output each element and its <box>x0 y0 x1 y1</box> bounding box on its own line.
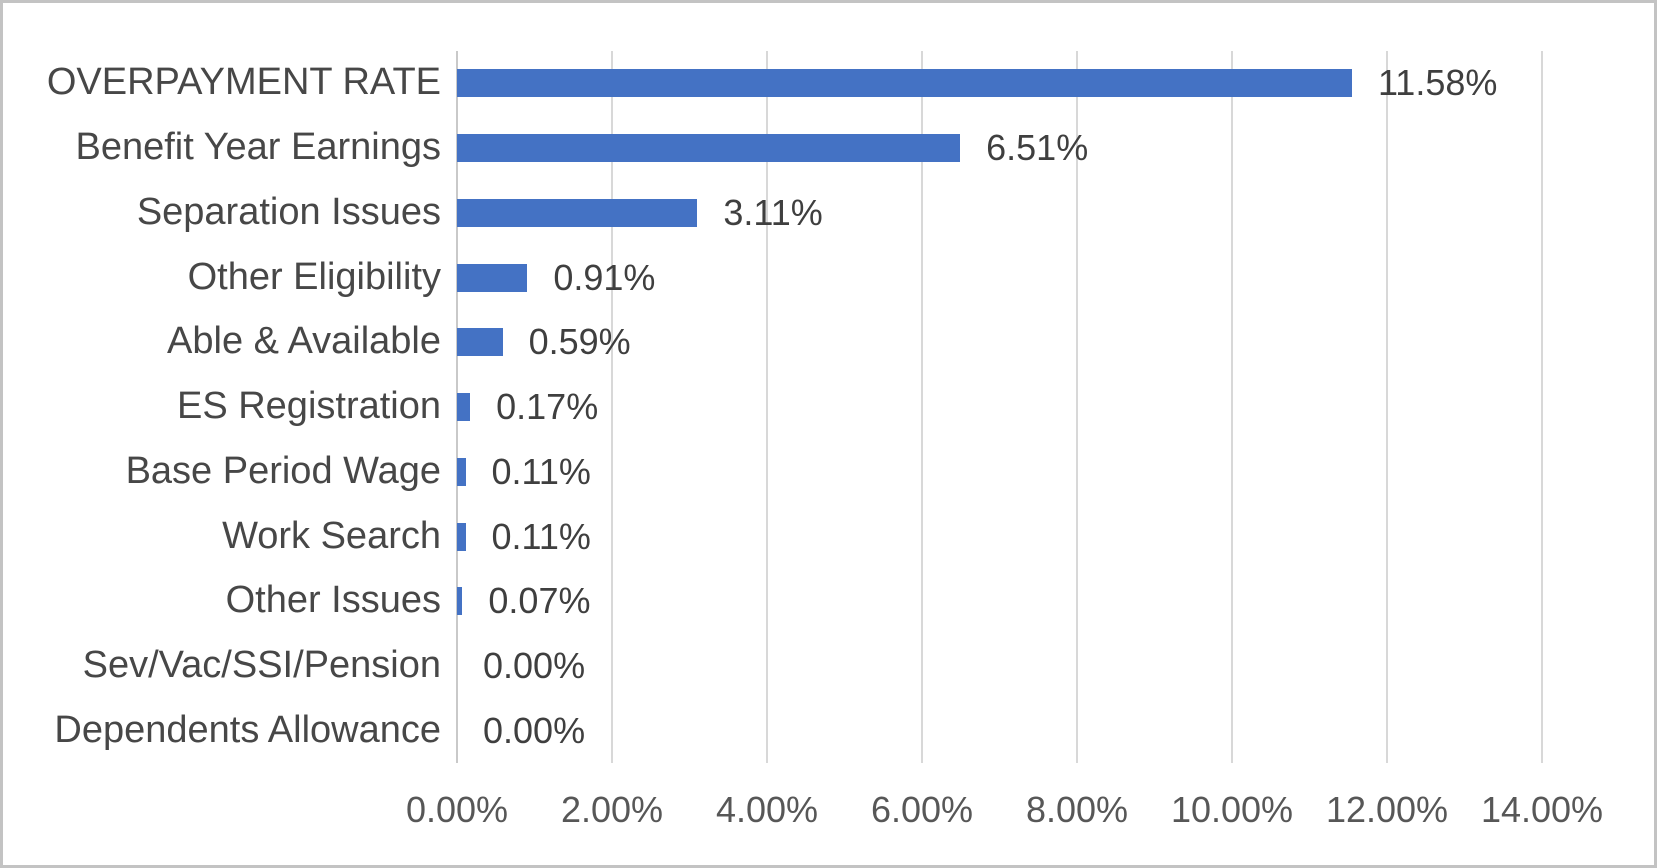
value-label: 0.17% <box>496 386 599 428</box>
category-label: Benefit Year Earnings <box>75 126 442 169</box>
category-label: Dependents Allowance <box>54 708 441 751</box>
chart-row: Base Period Wage 0.11% <box>3 439 1539 504</box>
category-label: Other Eligibility <box>187 255 441 298</box>
category-label: Separation Issues <box>136 190 441 233</box>
chart-row: Able & Available 0.59% <box>3 310 1539 375</box>
bar-track: 6.51% <box>457 116 1539 181</box>
bar-track: 0.00% <box>457 698 1539 763</box>
value-bar <box>457 263 528 292</box>
value-label: 3.11% <box>723 191 823 233</box>
chart-row: Dependents Allowance 0.00% <box>3 698 1539 763</box>
x-tick-label: 4.00% <box>715 789 819 830</box>
x-tick-label: 8.00% <box>1025 789 1129 830</box>
bar-rows: OVERPAYMENT RATE 11.58% Benefit Year Earni… <box>3 51 1539 763</box>
chart-row: ES Registration 0.17% <box>3 375 1539 440</box>
chart-row: Other Eligibility 0.91% <box>3 245 1539 310</box>
bar-track: 0.11% <box>457 439 1539 504</box>
chart-row: Sev/Vac/SSI/Pension 0.00% <box>3 634 1539 699</box>
chart-row: Separation Issues 3.11% <box>3 180 1539 245</box>
value-bar <box>457 393 471 422</box>
bar-track: 3.11% <box>457 180 1539 245</box>
value-bar <box>457 69 1352 98</box>
bar-track: 0.59% <box>457 310 1539 375</box>
chart-row: Other Issues 0.07% <box>3 569 1539 634</box>
value-label: 0.00% <box>483 644 586 686</box>
gridline <box>921 51 923 763</box>
x-axis: 0.00% 2.00% 4.00% 6.00% 8.00% 10.00% 12.00% 14.… <box>406 775 1603 845</box>
category-label: Work Search <box>222 514 441 557</box>
value-bar <box>457 587 463 616</box>
value-bar <box>457 328 503 357</box>
chart-row: Work Search 0.11% <box>3 504 1539 569</box>
category-label: OVERPAYMENT RATE <box>46 61 441 104</box>
category-label: Able & Available <box>167 320 441 363</box>
x-tick-label: 6.00% <box>870 789 974 830</box>
value-bar <box>457 522 466 551</box>
gridline <box>1541 51 1543 763</box>
gridline <box>1076 51 1078 763</box>
bar-track: 0.00% <box>457 634 1539 699</box>
gridline <box>1231 51 1233 763</box>
x-tick-label: 2.00% <box>560 789 664 830</box>
gridline <box>1386 51 1388 763</box>
value-label: 0.00% <box>483 709 586 751</box>
value-label: 0.11% <box>491 450 591 492</box>
bar-track: 0.17% <box>457 375 1539 440</box>
bar-track: 0.11% <box>457 504 1539 569</box>
value-bar <box>457 134 961 163</box>
bar-track: 11.58% <box>457 51 1539 116</box>
value-label: 0.07% <box>488 580 591 622</box>
value-bar <box>457 457 466 486</box>
category-label: Other Issues <box>225 579 441 622</box>
value-bar <box>457 198 698 227</box>
value-label: 6.51% <box>986 127 1089 169</box>
chart-row: Benefit Year Earnings 6.51% <box>3 116 1539 181</box>
x-tick-label: 10.00% <box>1170 789 1294 830</box>
x-tick-label: 14.00% <box>1480 789 1604 830</box>
value-label: 0.91% <box>553 256 656 298</box>
value-label: 0.11% <box>491 515 591 557</box>
x-tick-label: 0.00% <box>405 789 509 830</box>
value-label: 11.58% <box>1377 62 1498 104</box>
bar-track: 0.91% <box>457 245 1539 310</box>
chart-row: OVERPAYMENT RATE 11.58% <box>3 51 1539 116</box>
category-label: Sev/Vac/SSI/Pension <box>82 644 441 687</box>
value-label: 0.59% <box>528 321 631 363</box>
gridline <box>766 51 768 763</box>
category-label: ES Registration <box>176 385 441 428</box>
category-label: Base Period Wage <box>125 449 441 492</box>
x-tick-label: 12.00% <box>1325 789 1449 830</box>
gridline <box>611 51 613 763</box>
bar-track: 0.07% <box>457 569 1539 634</box>
